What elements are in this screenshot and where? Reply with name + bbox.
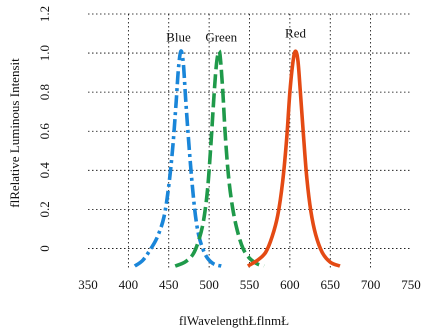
series-line-green: [174, 49, 265, 268]
x-tick-label: 350: [78, 277, 98, 292]
x-tick-label: 450: [159, 277, 179, 292]
y-tick-label: 0.8: [37, 84, 52, 100]
x-tick-label: 550: [240, 277, 260, 292]
series-label-green: Green: [205, 29, 237, 44]
y-axis-title: flRelative Luminous Intensit: [7, 58, 22, 208]
series-labels: Blue Green Red: [166, 25, 306, 44]
series-line-blue: [133, 49, 222, 268]
y-tick-label: 0.6: [37, 123, 52, 140]
y-tick-label: 0.4: [37, 162, 52, 179]
series-line-red: [246, 49, 341, 268]
x-axis-title: flWavelengthŁflnmŁ: [179, 313, 289, 328]
x-tick-label: 650: [321, 277, 341, 292]
y-tick-label: 1.2: [37, 6, 52, 22]
grid: [88, 13, 411, 268]
y-tick-label: 0.2: [37, 201, 52, 217]
series-label-blue: Blue: [166, 29, 191, 44]
series-label-red: Red: [285, 25, 306, 40]
x-tick-label: 600: [280, 277, 300, 292]
x-tick-label: 500: [199, 277, 219, 292]
series-lines: [133, 49, 341, 268]
x-tick-label: 400: [119, 277, 139, 292]
y-tick-label: 0: [37, 245, 52, 252]
y-tick-label: 1.0: [37, 45, 52, 61]
tick-labels: 350 400 450 500 550 600 650 700 750 0 0.2 0.4 0.6 0.8…: [37, 6, 421, 292]
x-tick-label: 700: [361, 277, 381, 292]
x-tick-label: 750: [401, 277, 421, 292]
